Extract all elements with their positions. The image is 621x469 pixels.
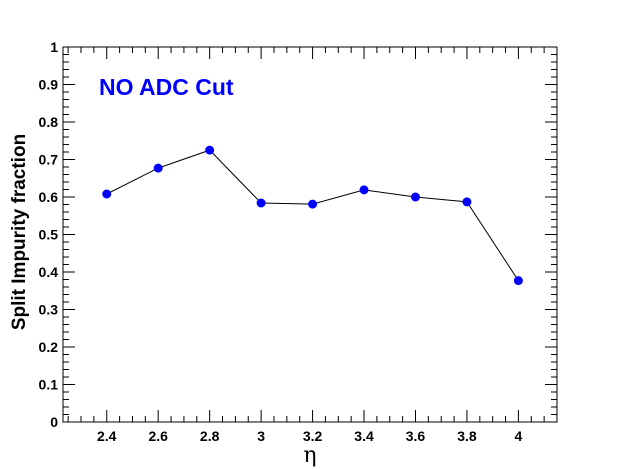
axis-ticks	[63, 46, 558, 423]
data-point	[359, 185, 369, 195]
y-tick-label: 0.4	[39, 264, 59, 280]
plot-frame	[62, 46, 558, 423]
y-tick-label: 0.8	[39, 114, 59, 130]
x-axis-title: η	[303, 443, 316, 468]
y-tick-label: 0.1	[39, 377, 59, 393]
x-tick-label: 3	[257, 428, 265, 444]
x-tick-label: 2.4	[97, 428, 117, 444]
y-tick-label: 0.3	[39, 302, 59, 318]
x-tick-label: 3.8	[457, 428, 477, 444]
data-point	[256, 198, 266, 208]
y-tick-label: 0.6	[39, 189, 59, 205]
data-point	[513, 276, 523, 286]
x-tick-label: 2.6	[148, 428, 168, 444]
series-markers	[102, 145, 523, 286]
y-axis-title: Split Impurity fraction	[9, 134, 30, 330]
x-tick-label: 2.8	[200, 428, 220, 444]
data-point	[205, 145, 215, 155]
x-tick-label: 3.2	[303, 428, 323, 444]
y-tick-label: 0	[50, 414, 58, 430]
data-point	[462, 197, 472, 207]
axis-tick-labels: 0 0.1 0.2 0.3 0.4 0.5 0.6 0.7 0.8 0.9 1 2.4 2.6 2.8 3 3…	[39, 39, 523, 444]
y-tick-label: 1	[50, 39, 58, 55]
data-point	[102, 189, 112, 199]
data-point	[410, 192, 420, 202]
x-tick-label: 3.6	[406, 428, 426, 444]
annotation-label: NO ADC Cut	[99, 74, 234, 100]
y-tick-label: 0.7	[39, 152, 59, 168]
x-tick-label: 4	[515, 428, 523, 444]
y-tick-label: 0.9	[39, 77, 59, 93]
y-tick-label: 0.5	[39, 227, 59, 243]
series-line	[106, 149, 519, 281]
x-tick-label: 3.4	[354, 428, 374, 444]
data-point	[308, 199, 318, 209]
y-tick-label: 0.2	[39, 339, 59, 355]
data-point	[153, 163, 163, 173]
